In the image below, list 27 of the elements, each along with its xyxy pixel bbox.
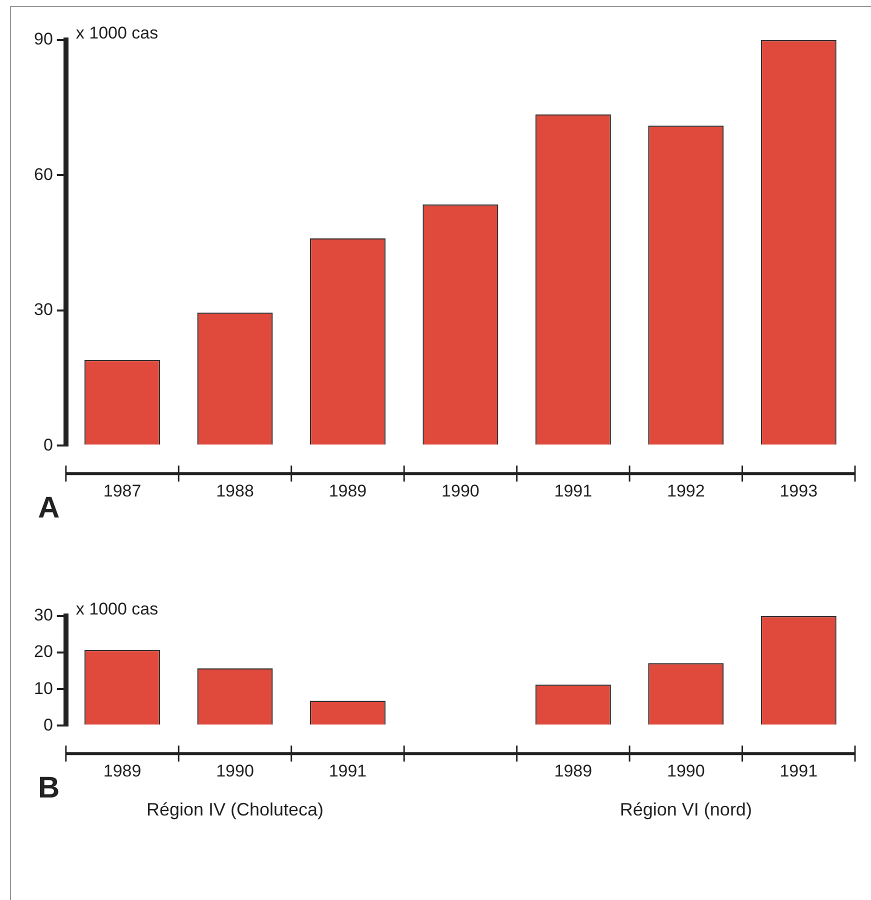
y-tick-label: 60 <box>34 164 53 184</box>
y-tick-label: 0 <box>43 715 53 734</box>
text: B <box>38 772 60 805</box>
y-tick-label: 0 <box>43 435 53 454</box>
text: A <box>38 492 60 525</box>
y-tick-label: 10 <box>34 678 53 698</box>
text: Région VI (nord) <box>620 800 752 820</box>
x-tick-label: 1993 <box>780 481 818 500</box>
x-tick-label: 1988 <box>216 481 254 500</box>
x-tick-label: 1990 <box>666 761 705 780</box>
x-tick-label: 1991 <box>328 761 367 780</box>
y-tick-label: 20 <box>34 642 53 662</box>
x-tick-label: 1991 <box>554 481 592 500</box>
x-tick-label: 1989 <box>103 761 142 780</box>
y-axis-title: x 1000 cas <box>76 600 158 619</box>
text: Région IV (Choluteca) <box>146 800 324 820</box>
x-tick-label: 1990 <box>216 761 254 780</box>
x-tick-label: 1991 <box>780 761 818 780</box>
y-tick-label: 30 <box>34 606 53 625</box>
x-tick-label: 1987 <box>103 481 142 500</box>
y-tick-label: 30 <box>34 300 53 320</box>
x-tick-label: 1989 <box>328 481 367 500</box>
x-tick-label: 1992 <box>666 481 705 500</box>
x-tick-label: 1990 <box>442 481 480 500</box>
y-tick-label: 90 <box>34 30 53 49</box>
y-axis-title: x 1000 cas <box>76 24 158 43</box>
x-tick-label: 1989 <box>554 761 592 780</box>
